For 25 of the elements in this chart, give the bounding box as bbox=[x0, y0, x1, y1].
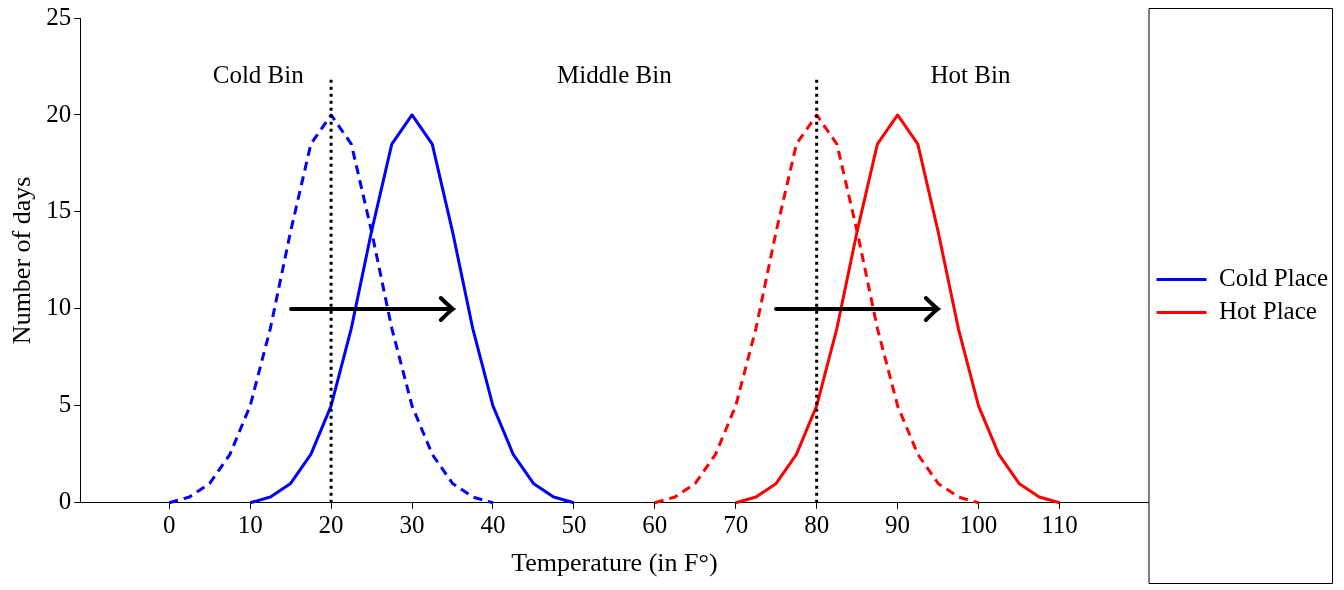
x-tick-label: 30 bbox=[399, 511, 425, 539]
x-tick-label: 70 bbox=[723, 511, 749, 539]
x-tick-label: 20 bbox=[318, 511, 344, 539]
annotation: Middle Bin bbox=[557, 60, 673, 88]
y-tick-label: 15 bbox=[46, 196, 72, 224]
legend-label: Cold Place bbox=[1218, 264, 1329, 292]
x-tick-label: 80 bbox=[804, 511, 830, 539]
y-tick-label: 0 bbox=[58, 487, 72, 515]
annotation: Cold Bin bbox=[212, 60, 305, 88]
x-tick-label: 60 bbox=[642, 511, 668, 539]
legend-label: Hot Place bbox=[1218, 297, 1317, 325]
x-tick-label: 10 bbox=[237, 511, 263, 539]
x-tick-label: 50 bbox=[561, 511, 587, 539]
y-tick-label: 10 bbox=[46, 293, 72, 321]
y-tick-label: 5 bbox=[58, 390, 72, 418]
x-tick-label: 90 bbox=[885, 511, 911, 539]
x-tick-label: 110 bbox=[1041, 511, 1078, 539]
x-tick-label: 0 bbox=[162, 511, 176, 539]
y-tick-label: 25 bbox=[46, 2, 72, 30]
y-axis-title: Number of days bbox=[7, 176, 37, 345]
x-axis-title: Temperature (in F°) bbox=[511, 548, 718, 578]
y-tick-label: 20 bbox=[46, 99, 72, 127]
annotation: Hot Bin bbox=[930, 60, 1011, 88]
x-tick-label: 40 bbox=[480, 511, 506, 539]
x-tick-label: 100 bbox=[959, 511, 998, 539]
